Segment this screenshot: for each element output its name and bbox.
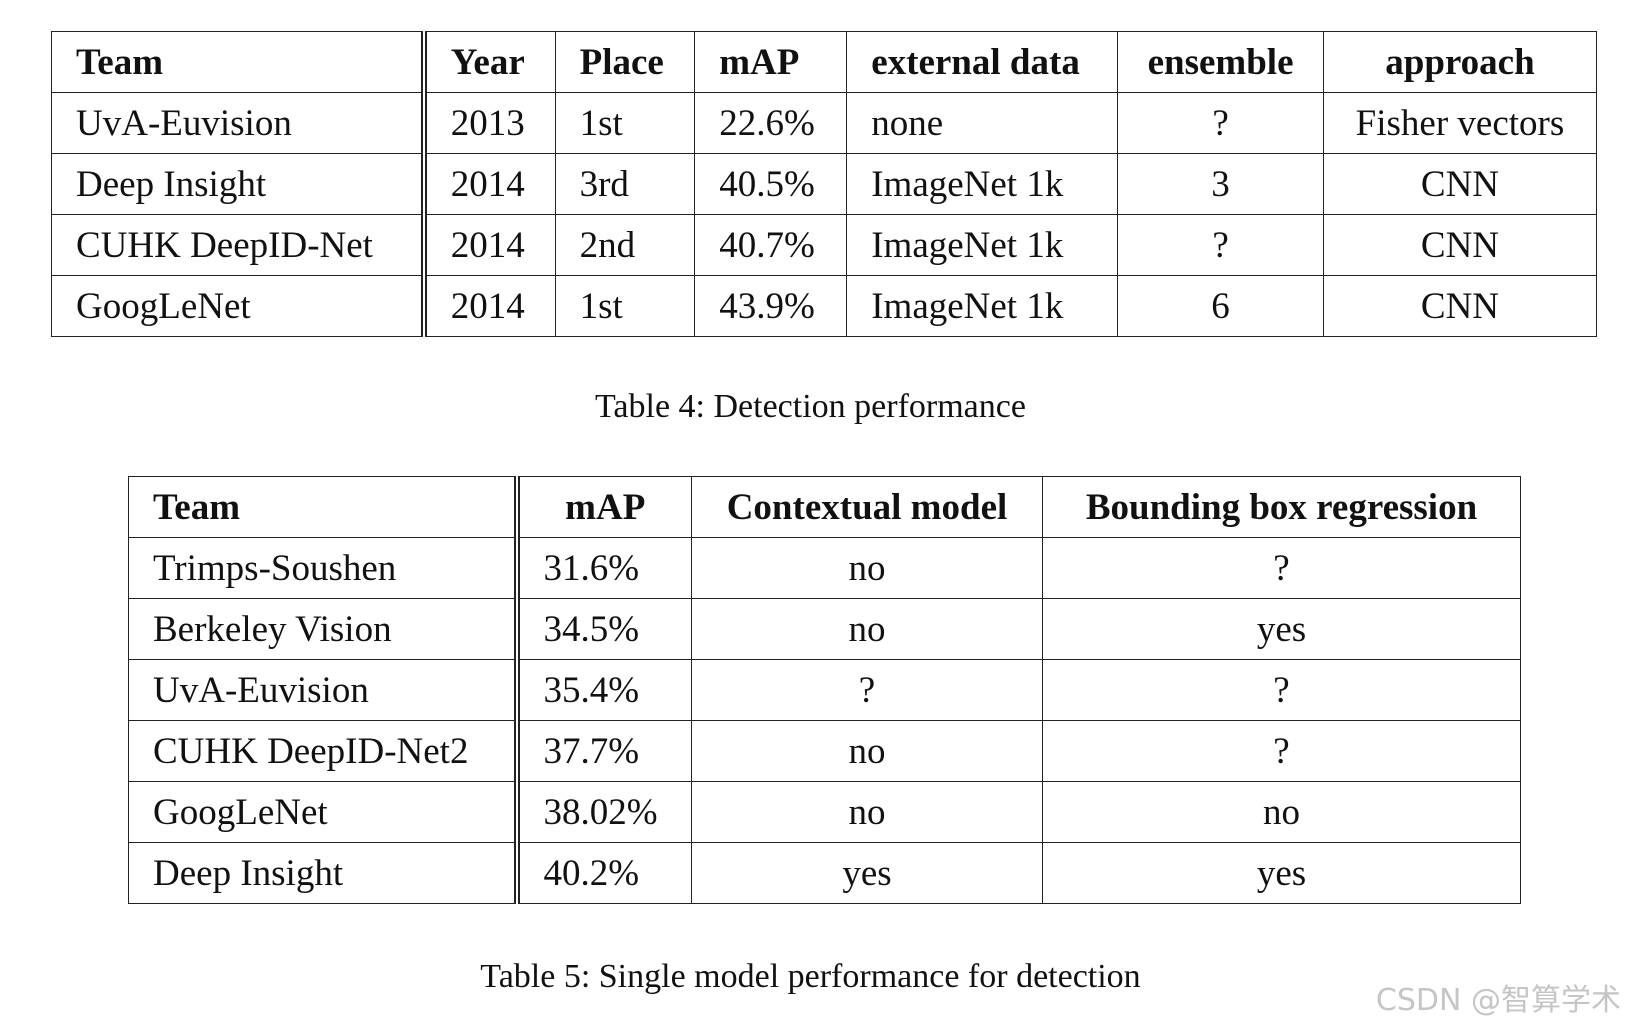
table-row: CUHK DeepID-Net 2014 2nd 40.7% ImageNet … (50, 214, 1598, 276)
header-contextual-model: Contextual model (691, 476, 1043, 538)
cell-map: 40.5% (694, 153, 848, 215)
cell-bounding-box-regression: ? (1042, 537, 1521, 599)
header-team: Team (128, 476, 520, 538)
cell-external-data: ImageNet 1k (846, 275, 1119, 337)
cell-external-data: ImageNet 1k (846, 153, 1119, 215)
cell-external-data: none (846, 92, 1119, 154)
header-map: mAP (516, 476, 692, 538)
cell-map: 43.9% (694, 275, 848, 337)
cell-ensemble: ? (1117, 92, 1324, 154)
cell-place: 3rd (554, 153, 696, 215)
cell-approach: CNN (1322, 153, 1598, 215)
cell-map: 40.7% (694, 214, 848, 276)
cell-bounding-box-regression: yes (1042, 598, 1521, 660)
cell-year: 2014 (423, 214, 556, 276)
cell-ensemble: ? (1117, 214, 1324, 276)
cell-team: UvA-Euvision (50, 92, 427, 154)
table-header-row: Team mAP Contextual model Bounding box r… (128, 476, 1521, 538)
single-model-performance-table: Team mAP Contextual model Bounding box r… (128, 476, 1521, 904)
watermark: CSDN @智算学术 (1375, 983, 1621, 1018)
cell-bounding-box-regression: yes (1042, 842, 1521, 904)
header-place: Place (554, 31, 696, 93)
detection-performance-table: Team Year Place mAP external data ensemb… (50, 31, 1598, 337)
cell-team: Deep Insight (50, 153, 427, 215)
cell-ensemble: 3 (1117, 153, 1324, 215)
table-row: Berkeley Vision 34.5% no yes (128, 598, 1521, 660)
cell-team: CUHK DeepID-Net2 (128, 720, 520, 782)
table-row: UvA-Euvision 35.4% ? ? (128, 659, 1521, 721)
cell-bounding-box-regression: no (1042, 781, 1521, 843)
table-row: Trimps-Soushen 31.6% no ? (128, 537, 1521, 599)
table-row: GoogLeNet 2014 1st 43.9% ImageNet 1k 6 C… (50, 275, 1598, 337)
cell-contextual-model: yes (691, 842, 1043, 904)
cell-external-data: ImageNet 1k (846, 214, 1119, 276)
cell-team: UvA-Euvision (128, 659, 520, 721)
cell-map: 40.2% (516, 842, 692, 904)
table-row: GoogLeNet 38.02% no no (128, 781, 1521, 843)
header-approach: approach (1322, 31, 1598, 93)
cell-contextual-model: no (691, 537, 1043, 599)
cell-team: GoogLeNet (50, 275, 427, 337)
cell-map: 38.02% (516, 781, 692, 843)
cell-approach: CNN (1322, 275, 1598, 337)
cell-team: Trimps-Soushen (128, 537, 520, 599)
cell-map: 31.6% (516, 537, 692, 599)
table-row: CUHK DeepID-Net2 37.7% no ? (128, 720, 1521, 782)
cell-approach: Fisher vectors (1322, 92, 1598, 154)
cell-map: 37.7% (516, 720, 692, 782)
header-ensemble: ensemble (1117, 31, 1324, 93)
cell-contextual-model: no (691, 781, 1043, 843)
table-row: UvA-Euvision 2013 1st 22.6% none ? Fishe… (50, 92, 1598, 154)
cell-team: Deep Insight (128, 842, 520, 904)
cell-map: 35.4% (516, 659, 692, 721)
cell-team: GoogLeNet (128, 781, 520, 843)
cell-place: 2nd (554, 214, 696, 276)
cell-team: Berkeley Vision (128, 598, 520, 660)
header-bounding-box-regression: Bounding box regression (1042, 476, 1521, 538)
cell-team: CUHK DeepID-Net (50, 214, 427, 276)
header-team: Team (50, 31, 427, 93)
cell-year: 2013 (423, 92, 556, 154)
cell-approach: CNN (1322, 214, 1598, 276)
table-row: Deep Insight 40.2% yes yes (128, 842, 1521, 904)
cell-map: 34.5% (516, 598, 692, 660)
table-4-caption: Table 4: Detection performance (595, 388, 1026, 425)
cell-year: 2014 (423, 275, 556, 337)
table-5-caption: Table 5: Single model performance for de… (480, 958, 1141, 995)
cell-contextual-model: no (691, 720, 1043, 782)
cell-bounding-box-regression: ? (1042, 659, 1521, 721)
cell-place: 1st (554, 92, 696, 154)
cell-year: 2014 (423, 153, 556, 215)
cell-ensemble: 6 (1117, 275, 1324, 337)
cell-place: 1st (554, 275, 696, 337)
header-map: mAP (694, 31, 848, 93)
header-external-data: external data (846, 31, 1119, 93)
cell-contextual-model: no (691, 598, 1043, 660)
cell-map: 22.6% (694, 92, 848, 154)
table-header-row: Team Year Place mAP external data ensemb… (50, 31, 1598, 93)
cell-bounding-box-regression: ? (1042, 720, 1521, 782)
cell-contextual-model: ? (691, 659, 1043, 721)
table-row: Deep Insight 2014 3rd 40.5% ImageNet 1k … (50, 153, 1598, 215)
header-year: Year (423, 31, 556, 93)
